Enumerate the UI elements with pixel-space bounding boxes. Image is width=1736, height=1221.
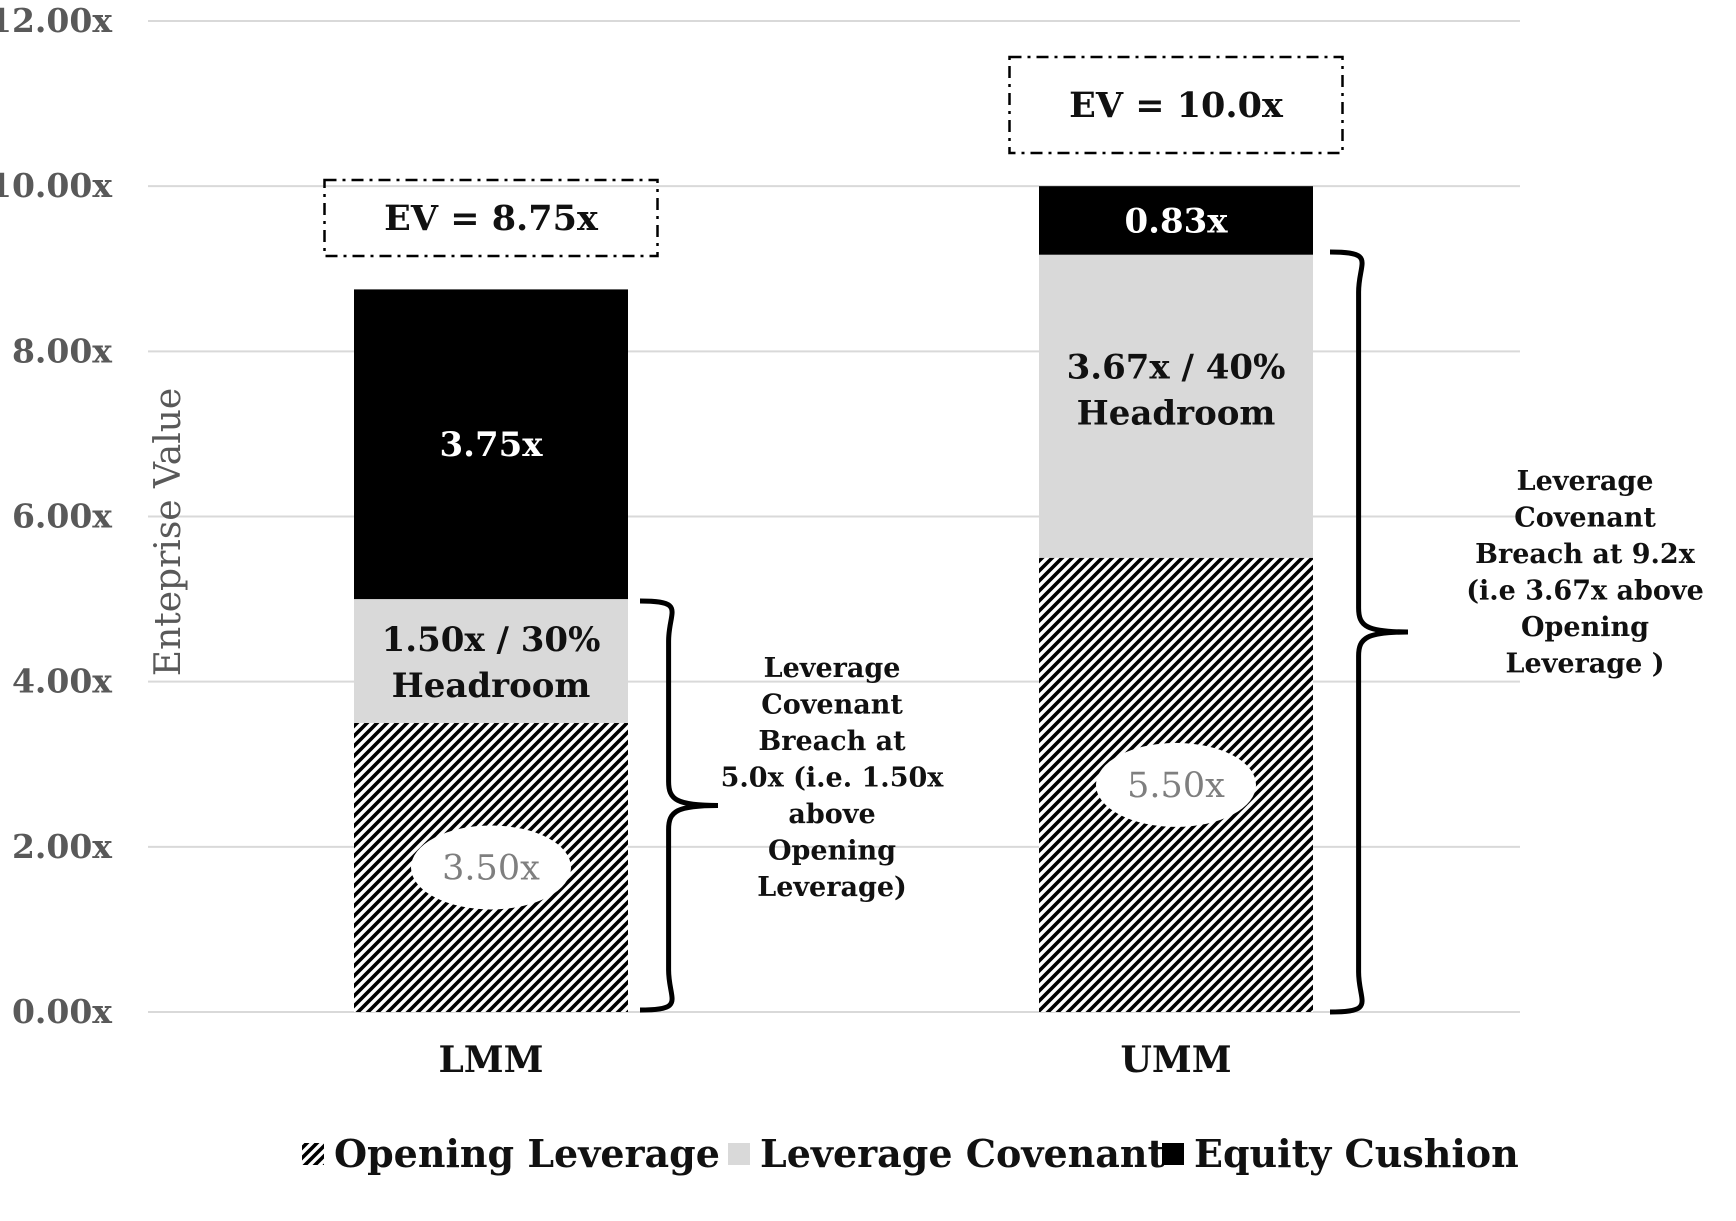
y-tick-label: 12.00x — [0, 1, 112, 40]
annotation-line: Leverage) — [757, 872, 907, 903]
ev-total-label: EV = 8.75x — [384, 198, 599, 239]
x-category-label: LMM — [438, 1039, 543, 1081]
annotation-line: above — [788, 799, 875, 830]
legend-swatch — [302, 1143, 324, 1165]
ev-total-label: EV = 10.0x — [1069, 85, 1284, 126]
segment-label-equity: 3.75x — [439, 425, 543, 465]
segment-label-headroom: 1.50x / 30% — [382, 620, 601, 660]
legend-swatch — [1162, 1143, 1184, 1165]
bar-segment — [354, 599, 628, 723]
segment-label-headroom-line2: Headroom — [392, 666, 591, 706]
ev-total-box — [1008, 55, 1344, 155]
y-tick-label: 6.00x — [12, 497, 112, 536]
x-category-label: UMM — [1120, 1039, 1231, 1081]
legend-label: Equity Cushion — [1194, 1131, 1519, 1176]
brace-lmm — [639, 598, 719, 1013]
segment-label-equity: 0.83x — [1124, 201, 1228, 241]
bar-segment — [354, 289, 628, 600]
annotation-line: (i.e 3.67x above — [1466, 576, 1704, 607]
annotation-line: Leverage ) — [1506, 649, 1665, 680]
annotation-line: Leverage — [1517, 466, 1654, 497]
annotation-line: Opening — [768, 836, 896, 867]
y-tick-label: 2.00x — [12, 827, 112, 866]
value-oval — [1096, 742, 1256, 827]
segment-label-headroom: 3.67x / 40% — [1067, 347, 1286, 387]
legend-label: Leverage Covenant — [760, 1131, 1165, 1176]
segment-label-opening: 5.50x — [1127, 766, 1225, 806]
annotation-line: Opening — [1521, 612, 1649, 643]
value-oval — [411, 825, 571, 910]
annotation-line: Covenant — [1514, 503, 1656, 534]
y-tick-label: 8.00x — [12, 331, 112, 370]
bar-segment — [1039, 254, 1313, 558]
bar-segment — [1039, 186, 1313, 255]
annotation-line: Breach at — [758, 726, 906, 757]
segment-label-headroom-line2: Headroom — [1077, 393, 1276, 433]
annotation-line: Covenant — [761, 690, 903, 721]
segment-label-opening: 3.50x — [442, 848, 540, 888]
ev-total-box — [323, 178, 659, 258]
y-tick-label: 10.00x — [0, 166, 112, 205]
legend-swatch — [728, 1143, 750, 1165]
y-tick-label: 4.00x — [12, 662, 112, 701]
y-tick-label: 0.00x — [12, 992, 112, 1031]
annotation-line: Leverage — [764, 653, 901, 684]
legend-label: Opening Leverage — [334, 1131, 720, 1176]
y-axis-label: Enteprise Value — [148, 388, 189, 676]
annotation-line: Breach at 9.2x — [1475, 539, 1696, 570]
brace-umm — [1329, 249, 1409, 1015]
annotation-line: 5.0x (i.e. 1.50x — [721, 763, 945, 794]
